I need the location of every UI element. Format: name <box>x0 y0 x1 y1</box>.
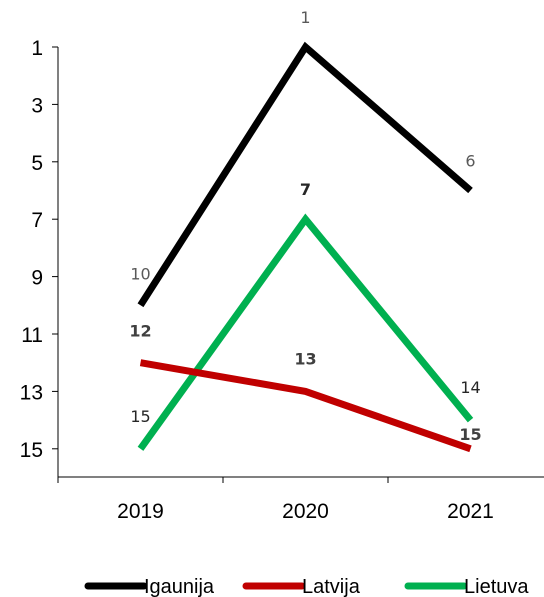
data-label: 1 <box>300 8 310 27</box>
y-tick-label: 13 <box>20 381 43 404</box>
x-tick-label: 2020 <box>282 500 329 523</box>
data-label: 15 <box>130 407 150 426</box>
data-label: 6 <box>465 152 475 171</box>
legend-label: Latvija <box>302 576 361 597</box>
data-label: 13 <box>294 349 316 368</box>
y-tick-label: 9 <box>31 267 43 290</box>
legend: Igaunija Latvija Lietuva <box>84 576 529 597</box>
series-line-igaunija <box>137 41 473 308</box>
legend-item-igaunija: Igaunija <box>84 576 215 597</box>
y-tick-label: 11 <box>21 324 43 347</box>
legend-label: Lietuva <box>464 576 529 597</box>
legend-item-lietuva: Lietuva <box>404 576 529 597</box>
y-tick-label: 1 <box>31 37 43 60</box>
series-lines <box>137 41 474 453</box>
x-tick-label: 2019 <box>117 500 164 523</box>
y-tick-label: 7 <box>31 209 43 232</box>
y-tick-label: 15 <box>20 439 43 462</box>
y-tick-label: 3 <box>31 94 43 117</box>
legend-label: Igaunija <box>144 576 215 597</box>
data-label: 10 <box>130 264 150 283</box>
data-label: 12 <box>129 322 151 341</box>
data-label: 15 <box>459 425 481 444</box>
data-labels: 10 1 6 12 13 15 15 7 14 <box>129 8 481 444</box>
legend-item-latvija: Latvija <box>242 576 361 597</box>
x-tick-label: 2021 <box>447 500 494 523</box>
series-line-lietuva <box>137 213 474 451</box>
data-label: 7 <box>300 180 311 199</box>
y-tick-label: 5 <box>31 152 43 175</box>
data-label: 14 <box>460 378 480 397</box>
series-line-latvija <box>139 359 472 453</box>
